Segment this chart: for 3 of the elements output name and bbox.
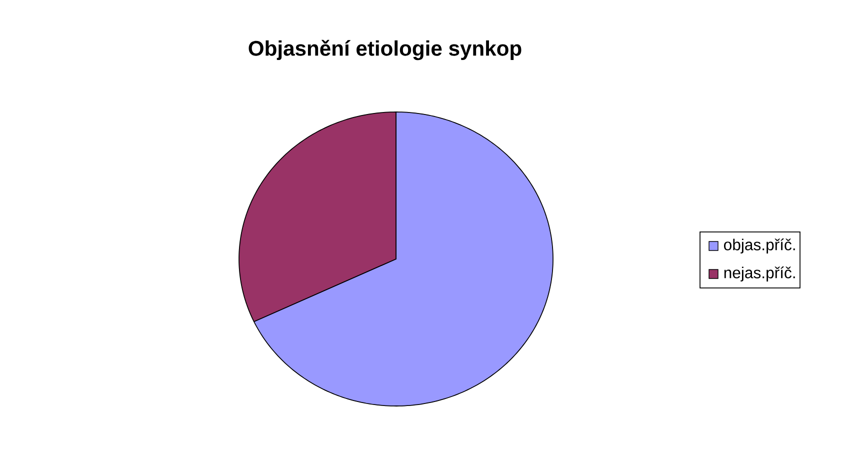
chart-title: Objasnění etiologie synkop (248, 40, 522, 60)
legend-label: objas.příč. (724, 238, 795, 254)
legend-label: nejas.příč. (724, 266, 795, 282)
